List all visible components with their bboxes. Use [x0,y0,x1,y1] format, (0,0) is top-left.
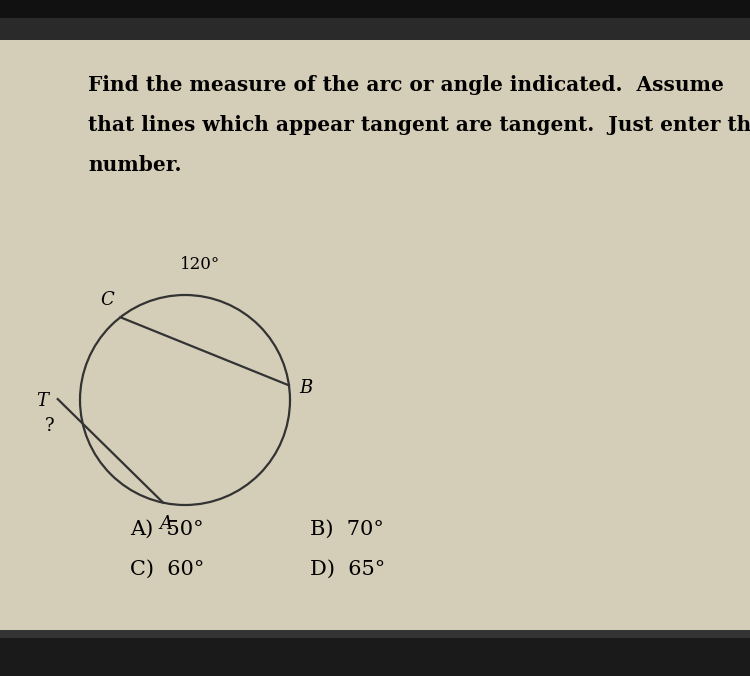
Text: A)  50°: A) 50° [130,520,203,539]
Text: D)  65°: D) 65° [310,560,386,579]
Text: A: A [160,514,172,533]
Text: ?: ? [45,417,55,435]
Text: B)  70°: B) 70° [310,520,384,539]
Text: 120°: 120° [180,256,220,273]
Text: B: B [299,379,312,397]
Text: T: T [36,392,48,410]
Text: that lines which appear tangent are tangent.  Just enter the: that lines which appear tangent are tang… [88,115,750,135]
Text: number.: number. [88,155,182,175]
Text: C: C [100,291,114,309]
Bar [0,636,750,676]
Bar [0,18,750,40]
Text: C)  60°: C) 60° [130,560,204,579]
Bar [0,630,750,638]
Bar [0,0,750,18]
Text: Find the measure of the arc or angle indicated.  Assume: Find the measure of the arc or angle ind… [88,75,724,95]
